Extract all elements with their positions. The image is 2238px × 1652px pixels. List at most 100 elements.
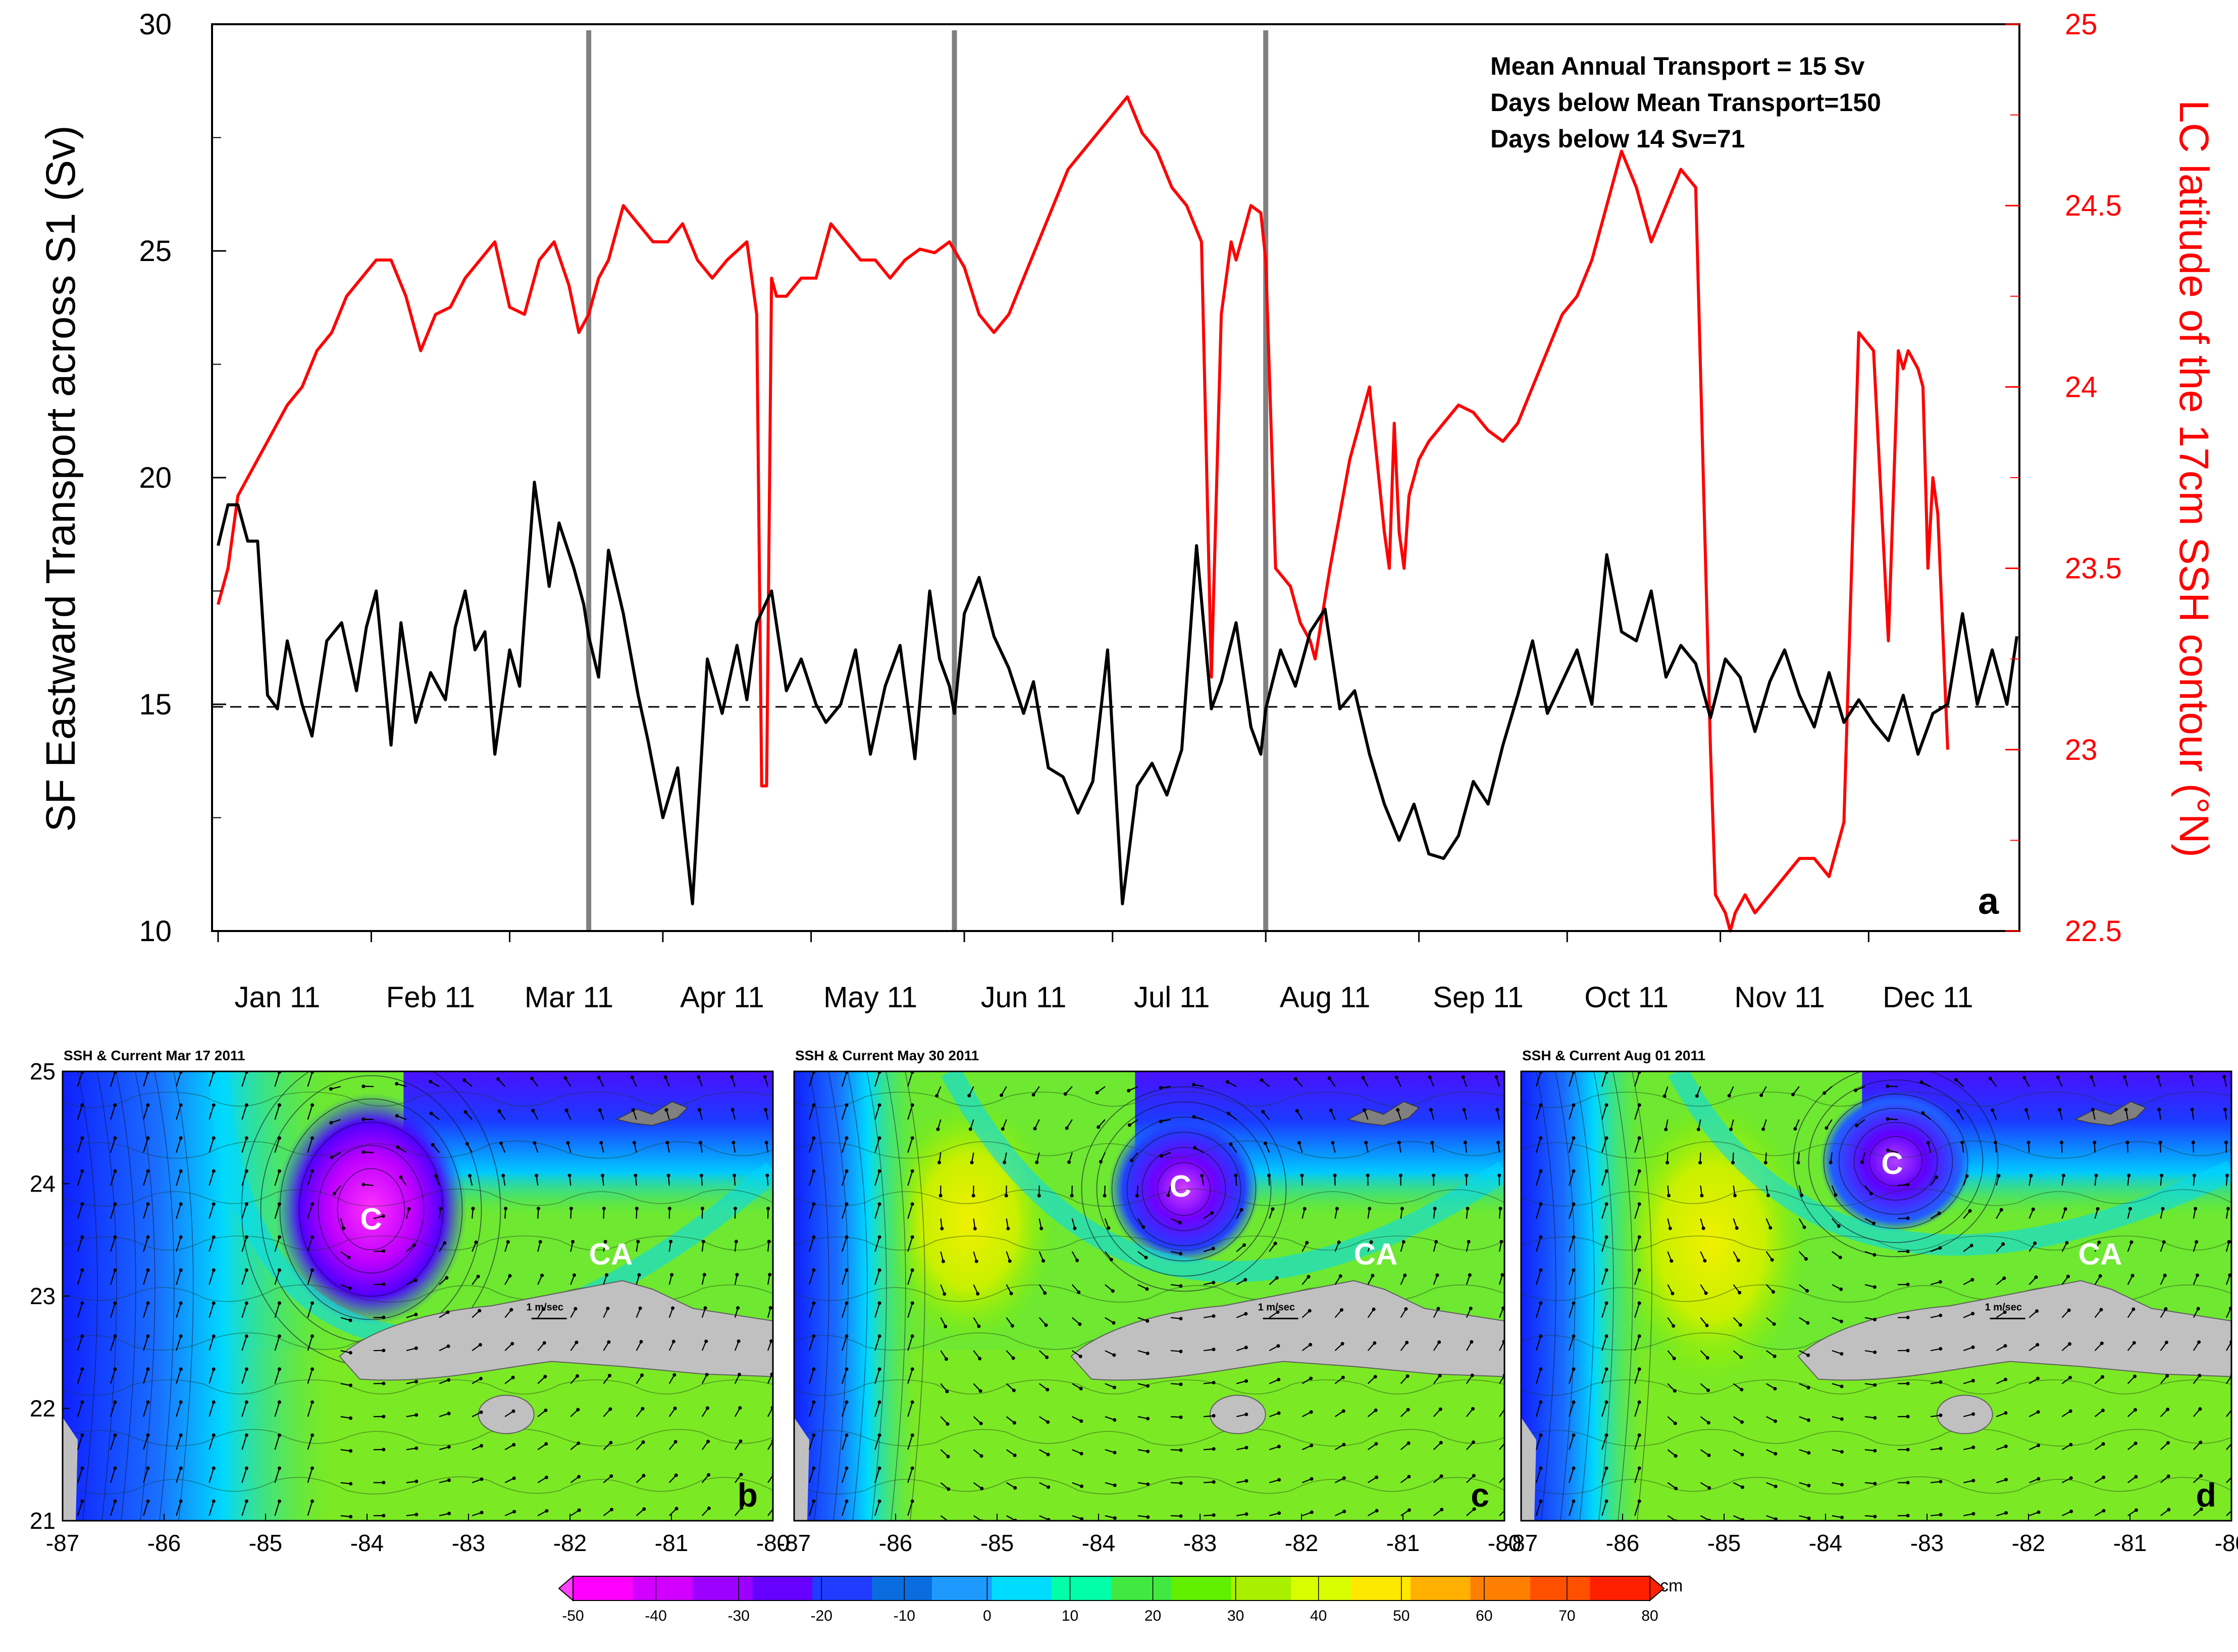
velocity-arrow (241, 1435, 247, 1450)
velocity-arrow-head (2228, 1273, 2231, 1277)
velocity-arrow-head (2068, 1409, 2072, 1413)
velocity-arrow-head (974, 1259, 978, 1263)
velocity-arrow (1569, 1138, 1575, 1153)
colorbar: cm -50 -40 -30 -20 -10 0 10 20 30 40 50 60 70 80 (558, 1575, 1683, 1624)
velocity-arrow-head (1604, 1466, 1608, 1470)
velocity-arrow-head (113, 1367, 117, 1371)
velocity-arrow-head (2002, 1276, 2006, 1280)
current-contour (154, 1071, 175, 1521)
velocity-arrow (1569, 1435, 1575, 1450)
velocity-arrow-head (2033, 1241, 2037, 1245)
velocity-arrow (143, 1402, 149, 1417)
velocity-arrow-head (1037, 1194, 1041, 1198)
annotation-mean-transport: Mean Annual Transport = 15 Sv (1490, 52, 1865, 80)
velocity-arrow-head (1906, 1415, 1910, 1419)
velocity-arrow-head (608, 1407, 612, 1411)
velocity-arrow-head (277, 1433, 281, 1437)
longitude-tick-label: -82 (553, 1530, 587, 1556)
velocity-arrow-head (1244, 1479, 1248, 1483)
velocity-arrow-head (910, 1334, 914, 1338)
velocity-arrow-head (638, 1306, 642, 1310)
velocity-arrow-head (1768, 1226, 1773, 1230)
velocity-arrow (842, 1303, 848, 1318)
velocity-arrow-head (310, 1334, 315, 1338)
velocity-arrow-head (2129, 1240, 2133, 1244)
velocity-arrow-head (1735, 1226, 1739, 1230)
velocity-arrow-head (665, 1141, 669, 1145)
velocity-arrow-head (480, 1443, 484, 1448)
velocity-arrow (907, 1468, 913, 1483)
velocity-arrow-head (1869, 1192, 1873, 1196)
velocity-arrow-head (1212, 1380, 1216, 1384)
velocity-arrow-head (1873, 1449, 1877, 1453)
velocity-arrow (842, 1270, 848, 1285)
velocity-arrow-head (845, 1367, 849, 1371)
velocity-arrow (1499, 1510, 1504, 1516)
velocity-arrow (1569, 1468, 1575, 1483)
eddy-contour (1793, 1071, 1999, 1257)
velocity-arrow-head (1468, 1273, 1472, 1277)
velocity-arrow-head (511, 1409, 515, 1413)
velocity-arrow (808, 1303, 814, 1318)
ssh-contour (1521, 1189, 2231, 1207)
velocity-arrow-head (845, 1103, 849, 1107)
latitude-tick-label: 24 (30, 1171, 56, 1197)
velocity-arrow-head (80, 1202, 84, 1206)
velocity-arrow-head (877, 1367, 881, 1371)
velocity-arrow (907, 1072, 913, 1087)
velocity-arrow (307, 1236, 313, 1252)
velocity-arrow-head (1127, 1123, 1131, 1127)
velocity-arrow (842, 1204, 848, 1219)
velocity-arrow-head (1733, 1194, 1737, 1198)
velocity-arrow (1535, 1171, 1541, 1186)
colorbar-segment (932, 1576, 992, 1601)
eddy-contour (1838, 1108, 1953, 1215)
velocity-arrow-head (2063, 1207, 2067, 1211)
velocity-arrow-head (564, 1108, 568, 1112)
velocity-arrow-head (1938, 1280, 1942, 1284)
velocity-arrow-head (329, 1087, 333, 1091)
velocity-arrow (110, 1468, 116, 1483)
velocity-arrow-head (1539, 1268, 1543, 1272)
velocity-arrow-head (967, 1094, 971, 1098)
velocity-arrow (307, 1435, 313, 1450)
velocity-arrow-head (2026, 1141, 2031, 1145)
velocity-arrow-head (146, 1499, 150, 1503)
colorbar-segment (1530, 1576, 1590, 1601)
colorbar-segment (1411, 1576, 1471, 1601)
velocity-arrow-head (1971, 1512, 1975, 1516)
velocity-arrow-head (1988, 1076, 1992, 1080)
velocity-arrow-head (1939, 1413, 1943, 1417)
velocity-arrow-head (1407, 1508, 1411, 1512)
eddy-label: C (1169, 1169, 1191, 1203)
velocity-arrow (274, 1303, 280, 1318)
colorbar-tick-label: 80 (1641, 1608, 1658, 1624)
colorbar-tick-label: 70 (1558, 1608, 1575, 1624)
velocity-arrow-head (1906, 1282, 1910, 1286)
velocity-arrow-head (1673, 1389, 1677, 1393)
velocity-arrow-head (1212, 1414, 1216, 1418)
velocity-arrow-head (1971, 1379, 1975, 1383)
velocity-arrow-head (571, 1240, 575, 1244)
velocity-arrow-head (1179, 1350, 1183, 1354)
velocity-arrow-head (1906, 1315, 1910, 1319)
isle-of-youth (1209, 1395, 1266, 1434)
velocity-arrow-head (447, 1512, 451, 1516)
velocity-arrow-head (608, 1373, 612, 1377)
velocity-arrow-head (412, 1243, 416, 1247)
velocity-arrow-head (395, 1081, 399, 1086)
velocity-arrow-head (1806, 1353, 1810, 1357)
velocity-arrow (110, 1236, 116, 1252)
velocity-arrow-head (2199, 1507, 2203, 1511)
velocity-arrow-head (1731, 1161, 1735, 1165)
velocity-arrow-head (576, 1408, 580, 1412)
velocity-arrow-head (349, 1449, 353, 1453)
ssh-contour (794, 1379, 1504, 1396)
velocity-arrow-head (1823, 1091, 1827, 1095)
velocity-arrow-head (1968, 1209, 1972, 1213)
velocity-arrow-head (845, 1499, 849, 1503)
velocity-arrow-head (310, 1433, 315, 1437)
velocity-arrow-head (1886, 1148, 1890, 1152)
velocity-arrow-head (501, 1173, 505, 1177)
velocity-arrow-head (382, 1315, 386, 1319)
